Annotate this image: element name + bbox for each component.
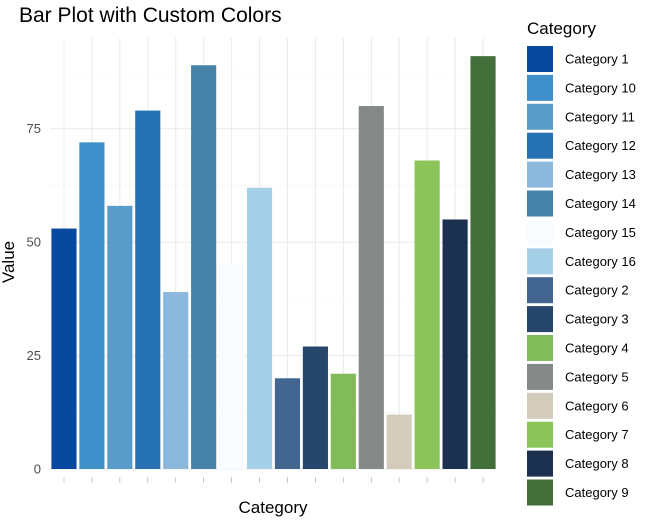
legend-label: Category 1: [565, 52, 629, 67]
y-tick-label: 75: [27, 121, 41, 136]
legend-label: Category 5: [565, 369, 629, 384]
y-tick-label: 25: [27, 348, 41, 363]
legend-item: Category 13: [527, 161, 636, 188]
legend-label: Category 9: [565, 485, 629, 500]
bar-category-6: [386, 414, 412, 469]
legend-swatch: [527, 46, 553, 72]
legend-swatch: [527, 306, 553, 333]
legend-swatch: [527, 335, 553, 361]
bar-category-11: [107, 205, 133, 470]
legend-item: Category 5: [527, 363, 629, 390]
legend-swatch: [527, 363, 553, 390]
legend-item: Category 2: [527, 277, 629, 304]
legend-item: Category 7: [527, 421, 629, 448]
legend-label: Category 4: [565, 341, 629, 356]
legend-swatch: [527, 190, 553, 217]
legend-item: Category 12: [527, 132, 636, 159]
legend-swatch: [527, 277, 553, 304]
bar-category-15: [219, 264, 245, 469]
legend-item: Category 6: [527, 392, 629, 419]
legend-swatch: [527, 219, 553, 246]
bar-series: [51, 56, 496, 470]
legend-label: Category 10: [565, 80, 636, 95]
legend-swatch: [527, 74, 553, 101]
bar-category-13: [163, 292, 189, 469]
bar-category-1: [51, 228, 77, 469]
legend-label: Category 3: [565, 312, 629, 327]
legend-swatch: [527, 450, 553, 477]
legend-swatch: [527, 103, 553, 130]
legend-label: Category 2: [565, 283, 629, 298]
legend-label: Category 7: [565, 427, 629, 442]
bar-category-16: [246, 187, 273, 469]
bar-category-8: [442, 219, 468, 469]
bar-category-5: [358, 106, 384, 470]
legend-label: Category 13: [565, 167, 636, 182]
legend-label: Category 11: [565, 109, 635, 124]
y-axis-title: Value: [0, 241, 18, 283]
legend-item: Category 11: [527, 103, 635, 130]
legend-label: Category 12: [565, 138, 636, 153]
legend-swatch: [527, 479, 553, 506]
y-axis-ticks: 0 25 50 75: [27, 121, 41, 476]
legend-item: Category 15: [527, 219, 636, 246]
bar-category-12: [135, 110, 161, 469]
legend-swatch: [527, 248, 553, 275]
bar-category-9: [470, 56, 496, 470]
legend-label: Category 14: [565, 196, 636, 211]
bar-category-7: [414, 160, 440, 470]
legend-swatch: [527, 421, 553, 448]
legend-item: Category 16: [527, 248, 636, 275]
legend-swatch: [527, 392, 553, 419]
bar-category-2: [274, 378, 301, 469]
legend-label: Category 8: [565, 456, 629, 471]
bar-category-3: [302, 346, 328, 469]
legend-item: Category 10: [527, 74, 636, 101]
x-axis-ticks: [63, 477, 484, 483]
legend-item: Category 9: [527, 479, 629, 506]
legend-label: Category 6: [565, 398, 629, 413]
legend-swatch: [527, 161, 553, 188]
bar-category-10: [79, 142, 105, 469]
y-tick-label: 0: [34, 462, 41, 477]
legend-item: Category 8: [527, 450, 629, 477]
legend-items: Category 1 Category 10 Category 11 Category…: [527, 46, 636, 506]
bar-category-4: [330, 373, 356, 469]
legend-label: Category 15: [565, 225, 636, 240]
bar-category-14: [191, 65, 217, 469]
legend-title: Category: [527, 19, 596, 38]
legend-item: Category 3: [527, 306, 629, 333]
y-tick-label: 50: [27, 235, 41, 250]
legend-item: Category 14: [527, 190, 636, 217]
chart-title: Bar Plot with Custom Colors: [19, 4, 282, 27]
legend-swatch: [527, 132, 553, 159]
legend-label: Category 16: [565, 254, 636, 269]
legend-item: Category 1: [527, 46, 629, 72]
legend-item: Category 4: [527, 335, 629, 361]
x-axis-title: Category: [239, 498, 308, 517]
